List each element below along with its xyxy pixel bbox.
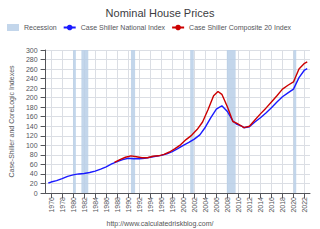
svg-text:20: 20 — [30, 180, 38, 187]
svg-text:160: 160 — [26, 113, 38, 120]
svg-text:280: 280 — [26, 56, 38, 63]
svg-text:0: 0 — [34, 190, 38, 197]
svg-text:2000: 2000 — [180, 197, 187, 213]
svg-text:Recession: Recession — [24, 24, 57, 31]
svg-text:200: 200 — [26, 94, 38, 101]
svg-text:1990: 1990 — [125, 197, 132, 213]
svg-text:1996: 1996 — [158, 197, 165, 213]
svg-text:1978: 1978 — [59, 197, 66, 213]
svg-text:40: 40 — [30, 170, 38, 177]
svg-text:120: 120 — [26, 132, 38, 139]
svg-text:2008: 2008 — [224, 197, 231, 213]
svg-text:2016: 2016 — [268, 197, 275, 213]
svg-text:Case Shiller Composite 20 Inde: Case Shiller Composite 20 Index — [189, 24, 291, 32]
svg-text:Case-Shiller and CoreLogic Ind: Case-Shiller and CoreLogic Indexes — [8, 65, 16, 178]
svg-text:60: 60 — [30, 161, 38, 168]
svg-text:2012: 2012 — [246, 197, 253, 213]
svg-text:2010: 2010 — [235, 197, 242, 213]
svg-text:240: 240 — [26, 75, 38, 82]
svg-text:2002: 2002 — [191, 197, 198, 213]
svg-text:2004: 2004 — [202, 197, 209, 213]
svg-text:1984: 1984 — [92, 197, 99, 213]
svg-text:80: 80 — [30, 151, 38, 158]
svg-text:1998: 1998 — [169, 197, 176, 213]
svg-text:Nominal House Prices: Nominal House Prices — [106, 7, 215, 19]
svg-text:260: 260 — [26, 66, 38, 73]
svg-text:300: 300 — [26, 47, 38, 54]
svg-text:2022: 2022 — [301, 197, 308, 213]
svg-text:220: 220 — [26, 85, 38, 92]
svg-text:Case Shiller National Index: Case Shiller National Index — [81, 24, 166, 31]
svg-text:1986: 1986 — [103, 197, 110, 213]
svg-text:2006: 2006 — [213, 197, 220, 213]
svg-text:1982: 1982 — [81, 197, 88, 213]
svg-text:1994: 1994 — [147, 197, 154, 213]
svg-text:2020: 2020 — [290, 197, 297, 213]
svg-text:1980: 1980 — [70, 197, 77, 213]
svg-text:1992: 1992 — [136, 197, 143, 213]
svg-text:1988: 1988 — [114, 197, 121, 213]
svg-text:2014: 2014 — [257, 197, 264, 213]
svg-text:100: 100 — [26, 142, 38, 149]
svg-text:180: 180 — [26, 104, 38, 111]
svg-text:1976: 1976 — [48, 197, 55, 213]
svg-text:2018: 2018 — [279, 197, 286, 213]
svg-text:140: 140 — [26, 123, 38, 130]
svg-text:http://www.calculatedriskblog.: http://www.calculatedriskblog.com/ — [107, 220, 214, 228]
